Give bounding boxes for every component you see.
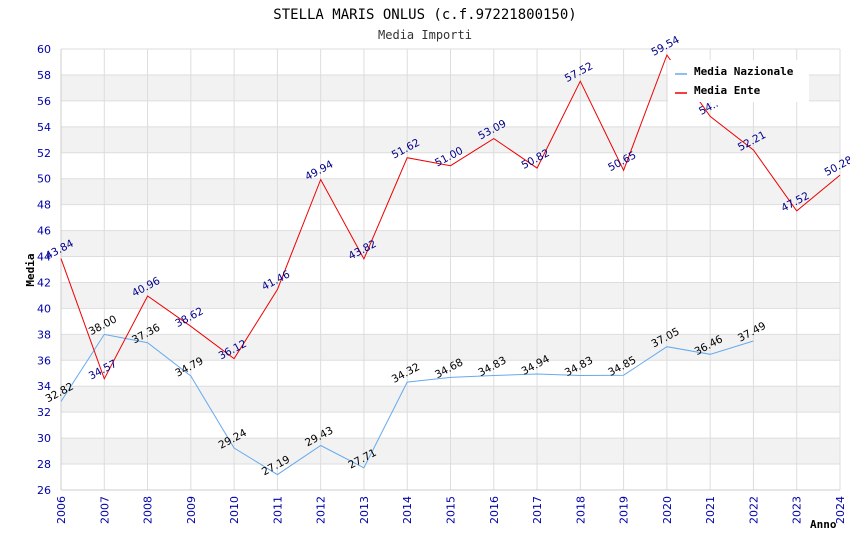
y-tick-label: 30 — [37, 432, 51, 445]
x-tick-label: 2008 — [142, 496, 155, 524]
x-tick-label: 2018 — [574, 496, 587, 524]
x-tick-label: 2006 — [55, 496, 68, 524]
legend-background — [668, 60, 809, 102]
y-tick-label: 58 — [37, 69, 51, 82]
y-tick-labels: 26 28 30 32 34 36 38 40 42 44 46 48 50 52 54 56 58 60 — [37, 43, 51, 497]
x-axis-label: Anno — [810, 518, 837, 531]
x-tick-label: 2012 — [315, 496, 328, 524]
legend-label-ente: Media Ente — [694, 84, 761, 97]
y-tick-label: 28 — [37, 458, 51, 471]
series-line-media-ente — [60, 53, 841, 381]
x-tick-label: 2013 — [358, 496, 371, 524]
data-label-ente: 50.28 — [823, 154, 850, 179]
x-tick-label: 2021 — [704, 496, 717, 524]
legend-label-nazionale: Media Nazionale — [694, 65, 794, 78]
y-tick-label: 52 — [37, 147, 51, 160]
y-tick-label: 46 — [37, 225, 51, 238]
y-tick-label: 60 — [37, 43, 51, 56]
y-tick-label: 32 — [37, 406, 51, 419]
y-tick-label: 38 — [37, 328, 51, 341]
x-tick-label: 2009 — [185, 496, 198, 524]
x-tick-label: 2016 — [488, 496, 501, 524]
y-tick-label: 54 — [37, 121, 51, 134]
x-tick-label: 2007 — [98, 496, 111, 524]
x-tick-label: 2015 — [445, 496, 458, 524]
data-label-ente: 38.62 — [173, 305, 205, 330]
series-line-media-nazionale — [60, 333, 754, 476]
y-tick-label: 56 — [37, 95, 51, 108]
y-tick-label: 26 — [37, 484, 51, 497]
data-label-ente: 59.54 — [649, 34, 681, 59]
x-tick-label: 2022 — [747, 496, 760, 524]
x-tick-label: 2017 — [531, 496, 544, 524]
x-tick-labels: 2006 2007 2008 2009 2010 2011 2012 2013 2014 2015… — [55, 496, 847, 524]
y-tick-label: 40 — [37, 302, 51, 315]
x-tick-label: 2010 — [228, 496, 241, 524]
y-tick-label: 36 — [37, 354, 51, 367]
y-axis-label: Media — [24, 253, 37, 286]
x-tick-label: 2019 — [618, 496, 631, 524]
y-tick-label: 44 — [37, 251, 51, 264]
legend: Media Nazionale Media Ente — [668, 60, 809, 102]
x-tick-label: 2014 — [401, 496, 414, 524]
data-label-ente: 34.57 — [87, 358, 119, 383]
x-tick-label: 2023 — [791, 496, 804, 524]
y-tick-label: 50 — [37, 173, 51, 186]
chart-title: STELLA MARIS ONLUS (c.f.97221800150) — [273, 7, 576, 23]
y-tick-label: 34 — [37, 380, 51, 393]
data-label-nazionale: 34.32 — [390, 361, 422, 386]
gridlines — [60, 48, 841, 491]
x-tick-label: 2011 — [271, 496, 284, 524]
chart-subtitle: Media Importi — [378, 28, 472, 42]
series-lines — [60, 53, 841, 476]
data-label-ente: 43.84 — [44, 237, 76, 262]
x-tick-label: 2024 — [834, 496, 847, 524]
x-tick-label: 2020 — [661, 496, 674, 524]
y-tick-label: 42 — [37, 276, 51, 289]
y-tick-label: 48 — [37, 199, 51, 212]
